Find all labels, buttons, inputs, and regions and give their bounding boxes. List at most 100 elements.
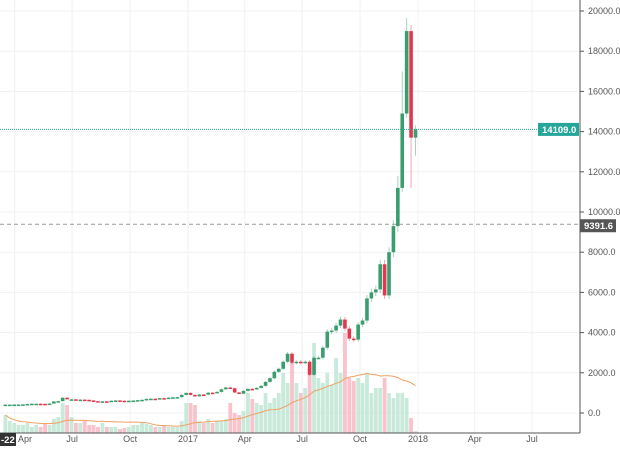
volume-bar	[210, 423, 215, 433]
volume-bar	[298, 393, 303, 433]
volume-bar	[25, 423, 30, 433]
candle-body	[409, 31, 413, 138]
candle-body	[82, 399, 87, 402]
volume-bar	[197, 421, 202, 433]
candle-body	[303, 361, 308, 364]
volume-bar	[259, 405, 264, 433]
candle-body	[338, 319, 343, 326]
volume-bar	[404, 398, 409, 433]
candle-body	[56, 401, 61, 403]
volume-bar	[38, 427, 43, 433]
candle-body	[47, 403, 52, 406]
x-tick-label: Apr	[468, 434, 482, 444]
candle-body	[171, 397, 175, 399]
candle-body	[104, 401, 109, 403]
candle-body	[135, 400, 140, 402]
volume-bar	[351, 381, 356, 433]
volume-bar	[126, 427, 131, 433]
candle-body	[109, 400, 113, 403]
volume-bar	[268, 403, 272, 433]
candle-body	[16, 404, 21, 407]
candle-body	[272, 371, 277, 379]
volume-bar	[223, 419, 228, 433]
candle-body	[100, 401, 105, 403]
svg-text:14109.0: 14109.0	[542, 125, 576, 136]
svg-text:-22: -22	[1, 435, 15, 446]
volume-bar	[276, 393, 281, 433]
candle-body	[38, 403, 43, 406]
candle-body	[232, 388, 237, 393]
y-tick-label: 12000.0	[588, 167, 620, 177]
candle-body	[96, 401, 100, 403]
volume-bar	[409, 418, 413, 433]
volume-bar	[334, 358, 339, 433]
candles	[3, 18, 418, 407]
volume-bar	[373, 388, 378, 433]
candle-body	[400, 113, 405, 188]
volume-bar	[29, 427, 34, 433]
time-axis[interactable]: Apr Jul Oct 2017 Apr Jul Oct 2018 Apr Jul	[18, 434, 538, 444]
candle-body	[179, 394, 184, 398]
volume-bar	[290, 363, 294, 433]
candle-body	[413, 129, 418, 138]
volume-bar	[65, 405, 69, 433]
volume-bar	[12, 423, 17, 433]
candle-body	[268, 378, 272, 382]
volume-bar	[82, 421, 87, 433]
candle-body	[347, 328, 352, 339]
volume-bar	[60, 403, 65, 433]
volume-bar	[87, 425, 92, 433]
candle-body	[157, 398, 162, 400]
candle-body	[188, 392, 193, 395]
volume-bar	[47, 425, 52, 433]
candle-body	[21, 404, 25, 406]
candle-body	[162, 398, 166, 400]
candle-body	[215, 391, 219, 394]
candle-body	[113, 400, 118, 402]
candle-body	[334, 325, 338, 331]
candle-body	[60, 397, 65, 402]
candle-body	[193, 394, 197, 397]
candle-body	[351, 338, 356, 341]
candle-body	[91, 400, 96, 402]
candle-body	[78, 399, 83, 402]
candle-body	[396, 187, 400, 227]
candle-body	[206, 392, 211, 395]
candle-body	[144, 398, 149, 401]
volume-bar	[69, 417, 74, 433]
volume-bar	[241, 411, 246, 433]
volume-bar	[254, 403, 259, 433]
candle-body	[276, 368, 281, 372]
candle-body	[387, 252, 391, 296]
candle-body	[140, 399, 144, 402]
volume-bar	[329, 385, 334, 433]
volume-bar	[307, 368, 312, 433]
volume-bar	[316, 378, 321, 433]
candle-body	[118, 400, 122, 402]
candle-body	[43, 403, 47, 406]
volume-bar	[113, 427, 118, 433]
candle-body	[74, 399, 78, 401]
candle-body	[210, 392, 215, 395]
candle-body	[285, 353, 290, 362]
volume-bar	[413, 431, 418, 433]
volume-bar	[56, 417, 61, 433]
volume-bar	[281, 373, 286, 433]
x-tick-label: Jul	[66, 434, 78, 444]
volume-bar	[34, 425, 39, 433]
candle-body	[219, 389, 224, 392]
volume-bar	[347, 378, 352, 433]
candle-body	[378, 264, 383, 290]
volume-bar	[312, 343, 316, 433]
price-axis[interactable]: 20000.0 18000.0 16000.0 14000.0 12000.0 10000…	[580, 6, 620, 418]
y-tick-label: 20000.0	[588, 6, 620, 16]
candle-body	[34, 403, 39, 406]
volume-bar	[74, 423, 78, 433]
volume-bar	[122, 428, 127, 433]
candle-body	[241, 390, 246, 394]
candle-body	[131, 400, 136, 403]
candle-body	[25, 403, 30, 406]
crosshair-date-label: -22	[0, 433, 16, 446]
volume-bar	[250, 399, 255, 433]
